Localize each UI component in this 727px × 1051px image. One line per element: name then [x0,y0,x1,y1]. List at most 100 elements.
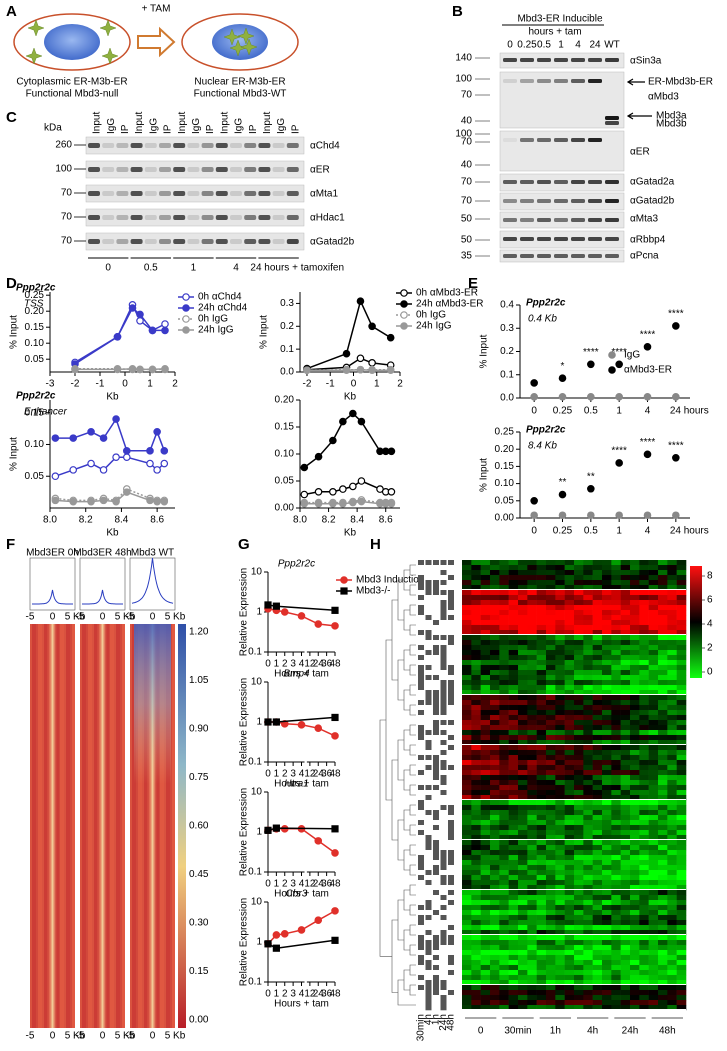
heatmap-cell [574,765,584,770]
annotation-cell [433,905,439,910]
annotation-cell [426,745,432,750]
annotation-cell [441,595,447,600]
chart-title: Ppp2r2c [16,283,56,294]
heatmap-cell [527,590,537,595]
heatmap-cell [546,560,556,565]
heatmap-cell [574,880,584,885]
heatmap-cell [611,995,621,1000]
heatmap-cell [602,650,612,655]
heatmap-cell [537,765,547,770]
annotation-cell [426,910,432,915]
heatmap-cell [667,860,677,865]
heatmap-cell [537,925,547,930]
heatmap-cell [649,595,659,600]
scale-tick-label: 0.45 [189,869,209,880]
heatmap-cell [490,985,500,990]
blot-band [554,79,568,83]
annotation-cell [426,950,432,955]
heatmap-cell [621,735,631,740]
heatmap-cell [583,650,593,655]
heatmap-cell [658,810,668,815]
heatmap-cell [565,850,575,855]
annotation-cell [441,680,447,685]
annotation-cell [426,990,432,995]
heatmap-cell [518,750,528,755]
heatmap-cell [602,790,612,795]
blot-band [88,167,100,172]
x-tick-label: -2 [303,379,312,390]
heatmap-cell [499,915,509,920]
legend-label: IgG [624,350,640,361]
heatmap-cell [593,625,603,630]
heatmap-cell [658,975,668,980]
heatmap-cell [555,610,565,615]
heatmap-cell [518,720,528,725]
heatmap-cell [611,730,621,735]
heatmap-cell [658,570,668,575]
blot-band [116,191,128,196]
heatmap-cell [583,1000,593,1005]
annotation-cell [433,645,439,650]
annotation-cell [426,710,432,715]
heatmap-cell [621,725,631,730]
heatmap-cell [481,560,491,565]
annotation-cell [426,820,432,825]
heatmap-cell [574,935,584,940]
dendrogram-branch [410,885,416,895]
heatmap-cell [518,710,528,715]
heatmap-cell [611,805,621,810]
heatmap-cell [574,590,584,595]
annotation-cell [418,755,424,760]
heatmap-cell [639,680,649,685]
heatmap-cell [481,665,491,670]
annotation-cell [448,655,454,660]
heatmap-cell [602,905,612,910]
heatmap-cell [555,935,565,940]
annotation-cell [448,585,454,590]
y-tick-label: 0.05 [495,495,515,506]
heatmap-cell [527,880,537,885]
blot-band [605,237,619,241]
heatmap-cell [649,910,659,915]
heatmap-cell [527,625,537,630]
heatmap-cell [509,660,519,665]
x-tick-label: 24 hours [670,526,709,537]
heatmap-cell [555,960,565,965]
heatmap-cell [527,870,537,875]
heatmap-cell [471,965,481,970]
heatmap-cell [471,840,481,845]
heatmap-cell [583,915,593,920]
data-point [137,318,143,324]
heatmap-texture [96,624,97,1028]
heatmap-cell [667,600,677,605]
heatmap-cell [555,645,565,650]
annotation-cell [418,950,424,955]
legend-label: Mbd3-/- [356,586,390,597]
heatmap-cell [574,665,584,670]
heatmap-cell [481,965,491,970]
blot-band [258,143,270,148]
heatmap-cell [639,845,649,850]
heatmap-cell [677,905,687,910]
data-point [88,498,94,504]
heatmap-cell [658,595,668,600]
heatmap-cell [677,565,687,570]
annotation-cell [418,630,424,635]
heatmap-cell [565,905,575,910]
heatmap-cell [639,810,649,815]
heatmap-cell [677,810,687,815]
heatmap-cell [639,805,649,810]
heatmap-cell [518,685,528,690]
heatmap-cell [602,695,612,700]
heatmap-cell [649,955,659,960]
scale-tick-label: 6 [707,595,713,606]
heatmap-cell [537,995,547,1000]
heatmap-cell [471,595,481,600]
annotation-cell [441,730,447,735]
heatmap-cell [555,720,565,725]
blot-band [88,191,100,196]
heatmap-cell [583,810,593,815]
heatmap-cell [630,945,640,950]
heatmap-texture [80,624,81,1028]
x-tick-label: 0 [351,379,357,390]
